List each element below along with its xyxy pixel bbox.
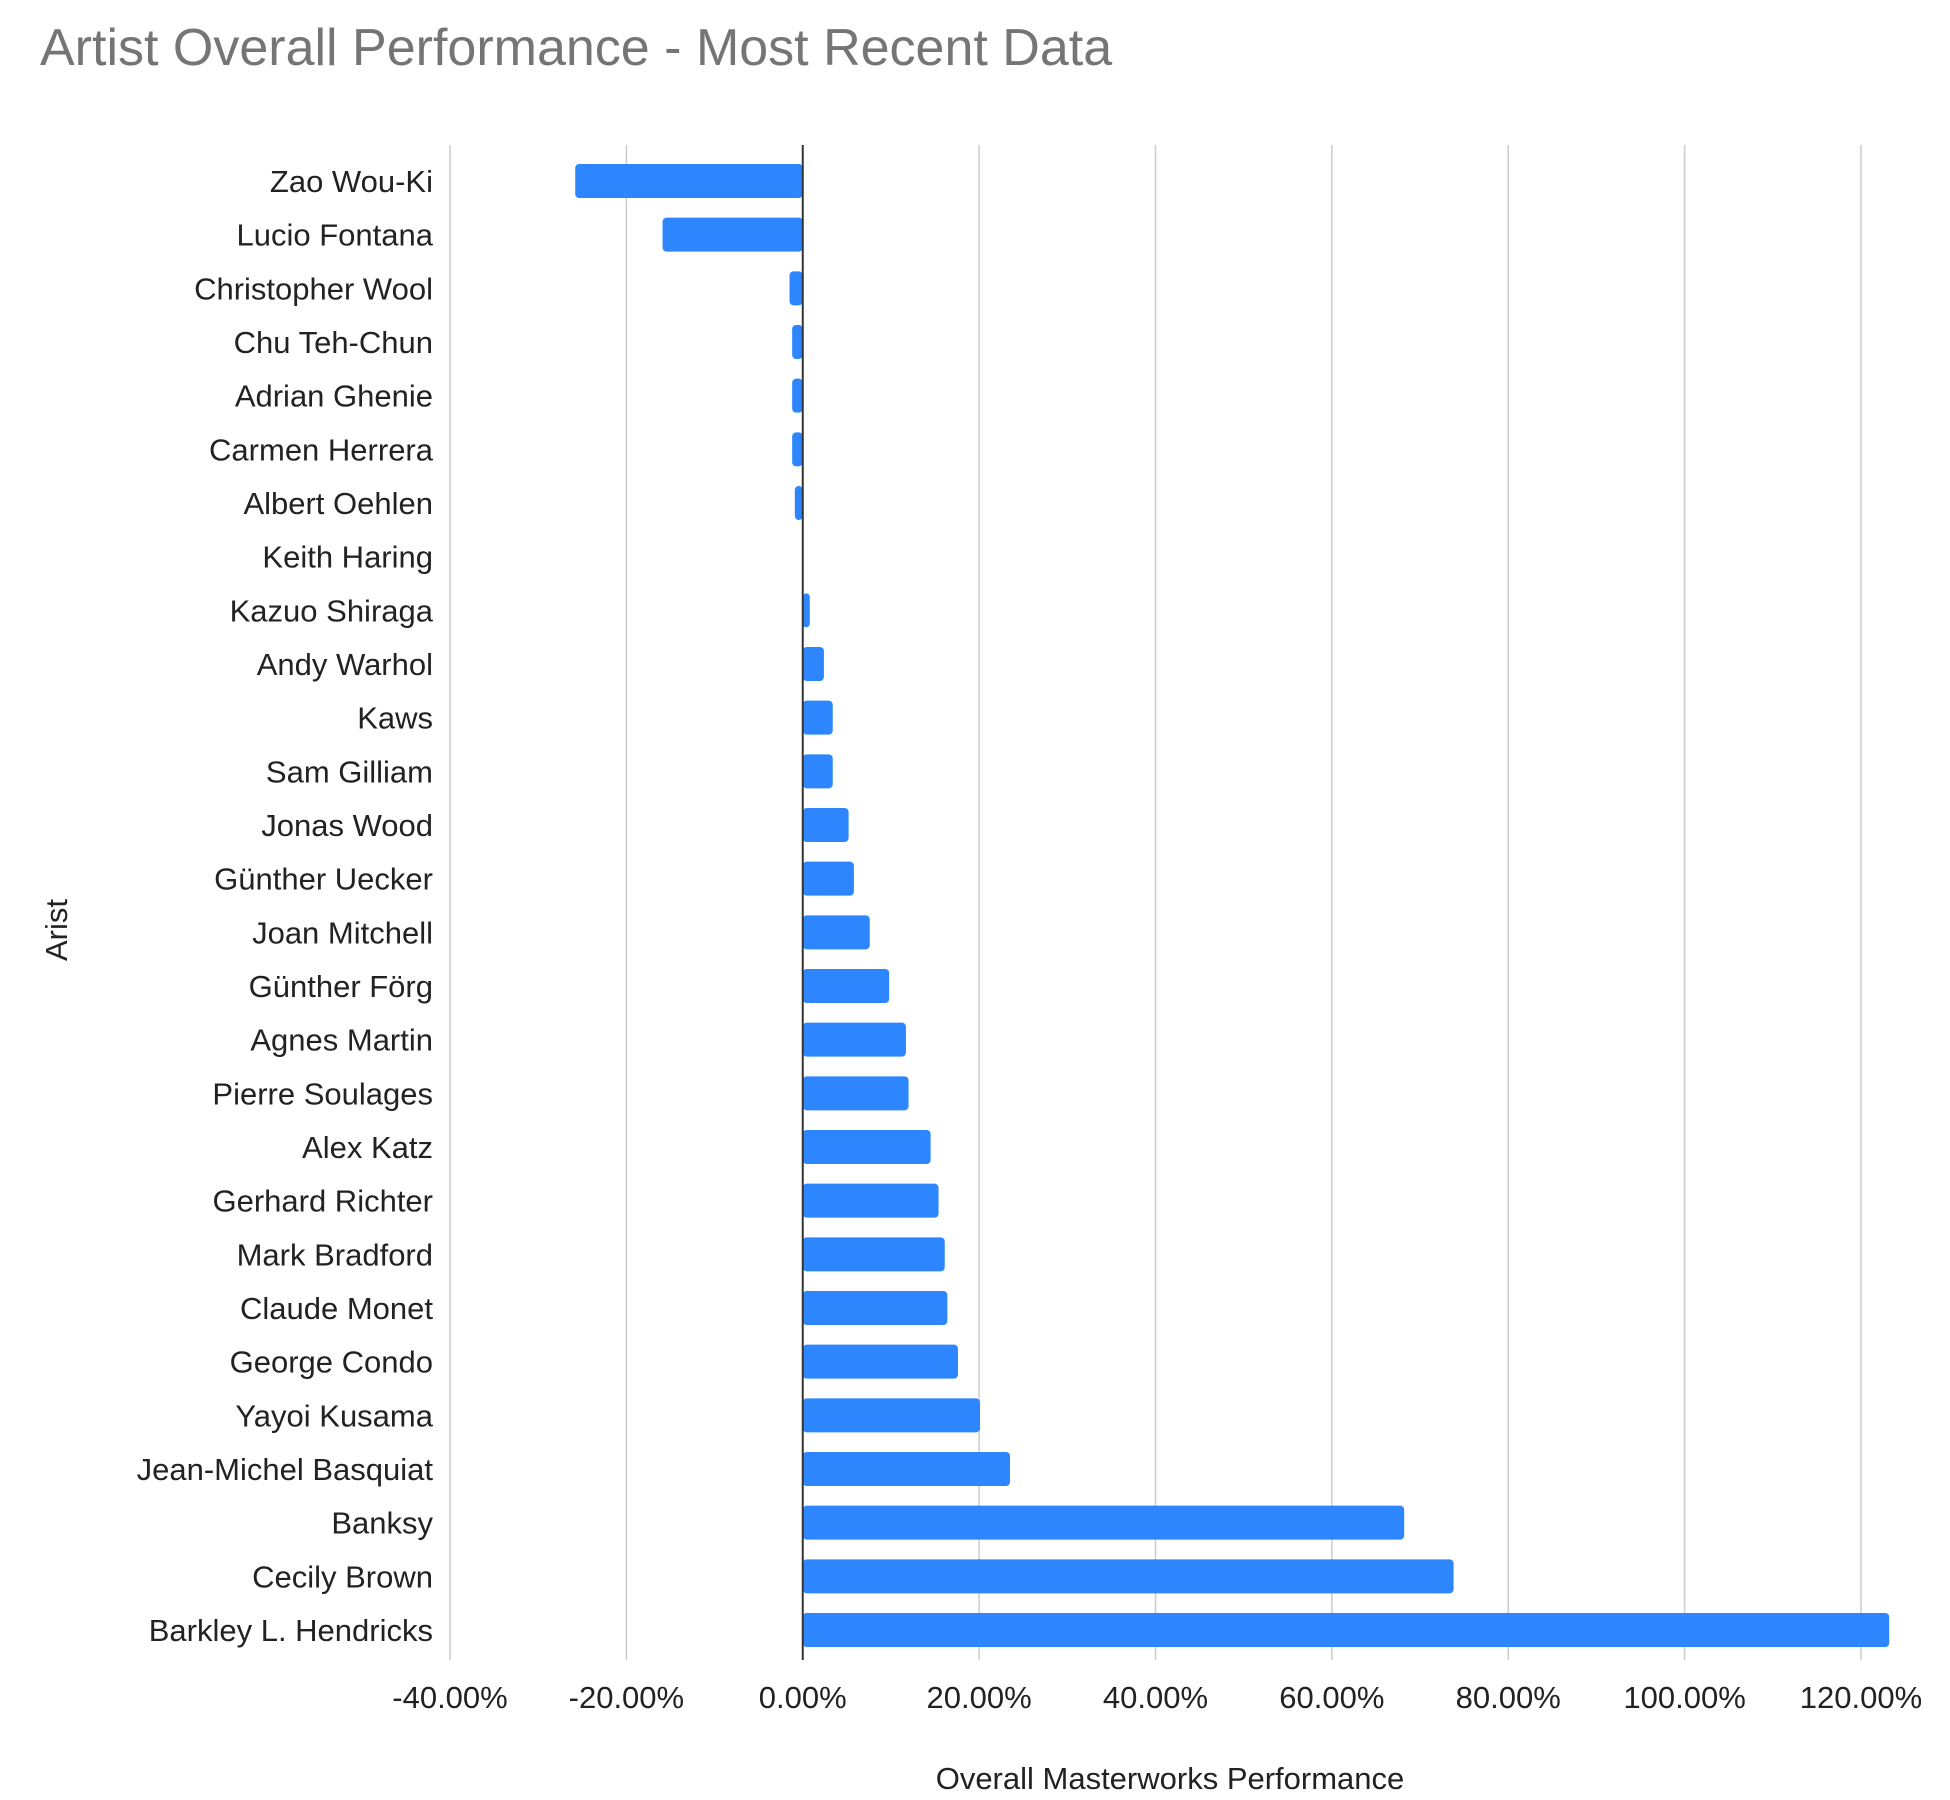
bar	[802, 754, 833, 789]
category-label: Zao Wou-Ki	[270, 164, 433, 199]
x-axis-title: Overall Masterworks Performance	[936, 1761, 1405, 1796]
bar	[802, 1344, 958, 1379]
category-labels: Zao Wou-Ki Lucio Fontana Christopher Wool C…	[137, 164, 434, 1648]
bar	[802, 1398, 981, 1433]
category-label: Alex Katz	[302, 1130, 433, 1165]
category-label: Christopher Wool	[194, 271, 433, 306]
x-tick-label: 60.00%	[1279, 1680, 1384, 1715]
category-label: Andy Warhol	[257, 647, 433, 682]
x-tick-label: 20.00%	[927, 1680, 1032, 1715]
category-label: Jonas Wood	[261, 808, 433, 843]
category-label: Keith Haring	[262, 540, 433, 575]
bar	[789, 271, 803, 306]
x-tick-label: 80.00%	[1456, 1680, 1561, 1715]
category-label: Carmen Herrera	[209, 432, 434, 467]
bar	[662, 217, 803, 252]
x-tick-label: -20.00%	[569, 1680, 684, 1715]
gridlines	[449, 145, 1862, 1660]
bar	[802, 915, 870, 950]
x-tick-labels: -40.00% -20.00% 0.00% 20.00% 40.00% 60.00% 80.…	[392, 1680, 1922, 1715]
x-tick-label: 120.00%	[1800, 1680, 1922, 1715]
x-tick-label: 0.00%	[759, 1680, 847, 1715]
bar	[802, 593, 810, 628]
chart-title: Artist Overall Performance - Most Recent…	[40, 19, 1113, 77]
category-label: Mark Bradford	[237, 1237, 433, 1272]
bar	[802, 1076, 909, 1111]
category-label: Sam Gilliam	[266, 754, 433, 789]
category-label: Kaws	[357, 701, 433, 736]
category-label: Agnes Martin	[250, 1023, 433, 1058]
category-label: Chu Teh-Chun	[234, 325, 433, 360]
category-label: Yayoi Kusama	[235, 1398, 433, 1433]
bar	[802, 861, 854, 896]
category-label: Claude Monet	[240, 1291, 433, 1326]
bar	[792, 325, 803, 359]
x-tick-label: 40.00%	[1103, 1680, 1208, 1715]
bar	[802, 1291, 948, 1325]
category-label: Cecily Brown	[252, 1559, 433, 1594]
bar	[802, 1237, 945, 1272]
category-label: Banksy	[331, 1506, 433, 1541]
bar	[802, 808, 849, 842]
bar	[802, 1022, 906, 1057]
x-tick-label: 100.00%	[1623, 1680, 1745, 1715]
bar	[802, 1613, 1890, 1647]
category-label: Adrian Ghenie	[235, 379, 433, 414]
bar	[802, 1505, 1405, 1540]
bar	[792, 432, 803, 467]
category-label: George Condo	[230, 1345, 433, 1380]
category-label: Pierre Soulages	[212, 1076, 433, 1111]
bars	[575, 164, 1890, 1647]
category-label: Lucio Fontana	[237, 218, 434, 253]
bar	[802, 1183, 939, 1218]
category-label: Jean-Michel Basquiat	[137, 1452, 434, 1487]
category-label: Kazuo Shiraga	[230, 593, 434, 628]
y-axis-title: Arist	[39, 899, 74, 961]
category-label: Günther Förg	[249, 969, 433, 1004]
category-label: Günther Uecker	[214, 862, 433, 897]
bar	[575, 164, 803, 198]
x-tick-label: -40.00%	[392, 1680, 507, 1715]
bar	[794, 486, 803, 520]
bar	[802, 647, 824, 681]
category-label: Joan Mitchell	[252, 915, 433, 950]
category-label: Gerhard Richter	[212, 1184, 433, 1219]
bar	[802, 969, 890, 1003]
bar	[802, 1559, 1454, 1594]
category-label: Barkley L. Hendricks	[149, 1613, 433, 1648]
bar	[802, 700, 833, 735]
bar	[792, 378, 803, 413]
bar	[802, 1130, 931, 1164]
category-label: Albert Oehlen	[243, 486, 433, 521]
bar	[802, 1452, 1010, 1486]
